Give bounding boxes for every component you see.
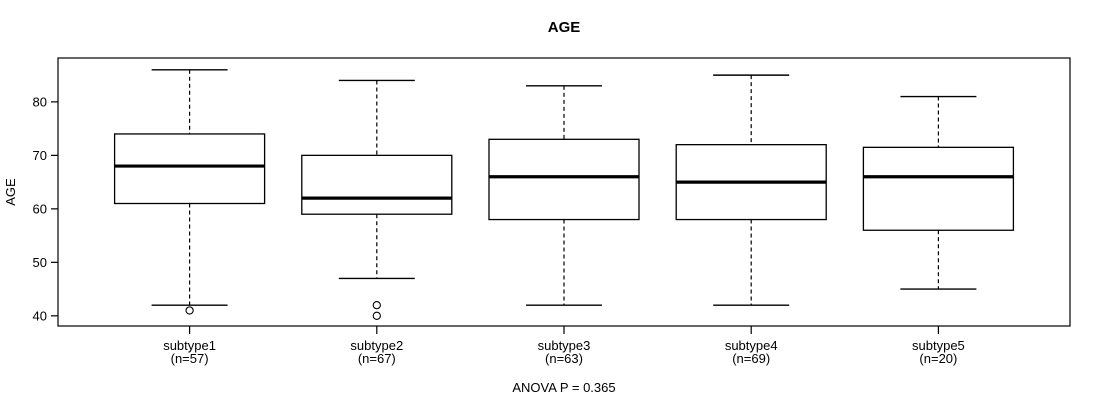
y-tick-label: 70 xyxy=(33,148,47,163)
group-sublabel: (n=69) xyxy=(732,351,770,366)
group-label: subtype5 xyxy=(912,338,965,353)
y-tick-label: 50 xyxy=(33,255,47,270)
y-tick-label: 40 xyxy=(33,308,47,323)
y-tick-label: 80 xyxy=(33,94,47,109)
iqr-box xyxy=(301,154,453,215)
chart-title: AGE xyxy=(548,19,581,36)
y-tick-label: 60 xyxy=(33,201,47,216)
group-label: subtype3 xyxy=(538,338,591,353)
group-sublabel: (n=63) xyxy=(545,351,583,366)
group-sublabel: (n=57) xyxy=(171,351,209,366)
group-label: subtype2 xyxy=(350,338,403,353)
iqr-box xyxy=(862,146,1015,231)
iqr-box xyxy=(488,138,640,221)
outlier-point xyxy=(372,311,381,320)
outlier-point xyxy=(185,306,194,315)
outlier-point xyxy=(372,300,381,310)
y-axis-label: AGE xyxy=(3,178,18,206)
group-label: subtype4 xyxy=(725,338,778,353)
plot-elements: 40 50 60 70 80 subtype1(n=57) subtype2(n=67) su… xyxy=(33,69,1015,366)
iqr-box xyxy=(113,133,266,205)
group-label: subtype1 xyxy=(163,338,216,353)
anova-annotation: ANOVA P = 0.365 xyxy=(512,380,615,395)
group-sublabel: (n=20) xyxy=(919,351,957,366)
group-sublabel: (n=67) xyxy=(358,351,396,366)
